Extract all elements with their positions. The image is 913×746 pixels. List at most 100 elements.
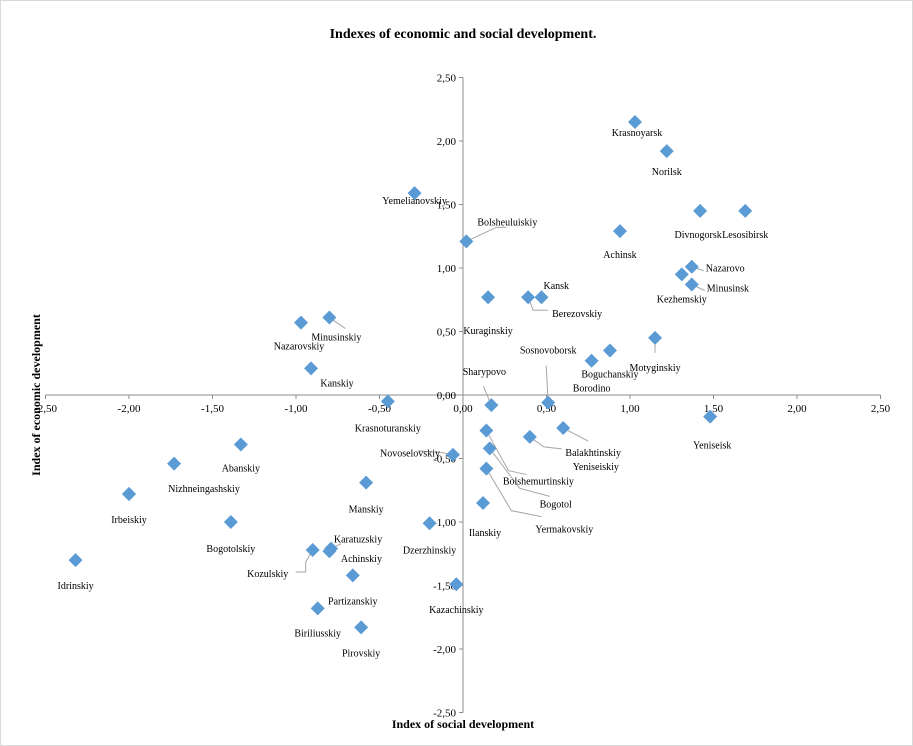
point-label-irbeiskiy: Irbeiskiy	[111, 515, 147, 526]
data-points	[68, 114, 753, 635]
y-tick-label: 1,00	[437, 263, 457, 275]
leader-line-bogotol	[489, 448, 550, 497]
point-label-motyginskiy: Motyginskiy	[629, 363, 680, 374]
point-marker-partizanskiy	[345, 568, 360, 583]
point-marker-ilanskiy	[476, 495, 491, 510]
y-tick-label: 0,50	[437, 327, 457, 339]
point-label-achinskiy: Achinskiy	[341, 554, 382, 565]
point-label-achinsk: Achinsk	[603, 250, 636, 261]
x-tick-label: -2,00	[118, 403, 141, 415]
y-tick-label: 0,00	[437, 390, 457, 402]
point-label-kazachinskiy: Kazachinskiy	[429, 605, 483, 616]
y-axis-title: Index of economic development	[29, 314, 43, 476]
point-label-boguchanskiy: Boguchanskiy	[581, 370, 638, 381]
point-label-sharypovo: Sharypovo	[463, 367, 506, 378]
point-label-bolshemurtinskiy: Bolshemurtinskiy	[503, 477, 574, 488]
point-marker-kanskiy	[304, 361, 319, 376]
point-marker-kazachinskiy	[449, 577, 464, 592]
point-label-bogotolskiy: Bogotolskiy	[206, 544, 255, 555]
y-tick-label: 1,50	[437, 200, 457, 212]
point-marker-bogotolskiy	[223, 515, 238, 529]
point-marker-bolsheuluiskiy	[459, 234, 474, 249]
point-label-manskiy: Manskiy	[349, 505, 384, 516]
point-label-abanskiy: Abanskiy	[222, 464, 260, 475]
y-tick-label: 2,50	[437, 73, 457, 85]
point-label-balakhtinskiy: Balakhtinskiy	[565, 448, 621, 459]
point-label-yeniseisk: Yeniseisk	[693, 441, 731, 452]
point-label-yemelianovskiy: Yemelianovskiy	[382, 196, 447, 207]
point-label-nazarovskiy: Nazarovskiy	[274, 342, 325, 353]
point-marker-motyginskiy	[648, 330, 663, 345]
point-label-ilanskiy: Ilanskiy	[469, 528, 501, 539]
point-marker-dzerzhinskiy	[422, 516, 437, 531]
point-marker-berezovskiy	[521, 290, 536, 305]
point-label-kuraginskiy: Kuraginskiy	[463, 326, 512, 337]
point-label-nizhneingashskiy: Nizhneingashskiy	[168, 484, 240, 495]
point-marker-krasnoyarsk	[628, 114, 643, 129]
point-label-partizanskiy: Partizanskiy	[328, 596, 377, 607]
point-label-pirovskiy: Pirovskiy	[342, 648, 380, 659]
point-label-karatuzskiy: Karatuzskiy	[334, 535, 382, 546]
point-marker-krasnoturanskiy	[380, 394, 395, 409]
point-marker-lesosibirsk	[738, 203, 753, 218]
point-label-lesosibirsk: Lesosibirsk	[722, 230, 768, 241]
point-marker-bogotol	[482, 441, 497, 456]
axes: -2,50 -2,00 -1,50 -1,00 -0,50 0,00 0,50 1,00 1,5…	[34, 73, 891, 720]
y-tick-label: -2,50	[433, 708, 456, 720]
point-label-yeniseiskiy: Yeniseiskiy	[573, 462, 619, 473]
point-marker-kuraginskiy	[481, 290, 496, 305]
point-label-bolsheuluiskiy: Bolsheuluiskiy	[477, 217, 537, 228]
chart-title: Indexes of economic and social developme…	[330, 27, 597, 42]
point-label-kezhemskiy: Kezhemskiy	[657, 294, 707, 305]
point-label-dzerzhinskiy: Dzerzhinskiy	[403, 545, 456, 556]
point-label-minusinsk: Minusinsk	[707, 284, 749, 295]
point-marker-abanskiy	[233, 437, 248, 452]
point-label-yermakovskiy: Yermakovskiy	[535, 525, 593, 536]
point-marker-sosnovoborsk	[541, 395, 556, 410]
point-marker-biriliusskiy	[310, 601, 325, 616]
point-label-idrinskiy: Idrinskiy	[58, 581, 94, 592]
point-marker-minusinskiy	[322, 310, 337, 325]
x-tick-label: -1,00	[285, 403, 308, 415]
leader-line-kozulskiy	[295, 549, 314, 573]
point-marker-achinsk	[612, 224, 627, 239]
leader-line-bolshemurtinskiy	[485, 430, 527, 476]
point-marker-novoselovskiy	[445, 447, 460, 462]
point-marker-kozulskiy	[305, 542, 320, 557]
y-tick-label: -2,00	[433, 644, 456, 656]
point-label-borodino: Borodino	[573, 384, 611, 395]
point-label-berezovskiy: Berezovskiy	[552, 309, 602, 320]
point-marker-boguchanskiy	[602, 343, 617, 358]
point-marker-kezhemskiy	[674, 267, 689, 282]
data-labels: Krasnoyarsk Norilsk Yemelianovskiy Divnogor…	[58, 128, 769, 659]
y-tick-label: 2,00	[437, 136, 457, 148]
point-marker-norilsk	[659, 144, 674, 159]
x-tick-label: 2,00	[787, 403, 807, 415]
point-label-sosnovoborsk: Sosnovoborsk	[520, 346, 577, 357]
point-label-divnogorsk: Divnogorsk	[675, 230, 722, 241]
point-marker-yeniseiskiy	[522, 429, 537, 444]
point-label-bogotol: Bogotol	[540, 499, 572, 510]
leader-line-yeniseiskiy	[529, 436, 562, 450]
point-marker-yermakovskiy	[479, 461, 494, 476]
point-marker-yemelianovskiy	[407, 186, 422, 201]
x-axis-title: Index of social development	[392, 717, 534, 731]
point-label-kansk: Kansk	[543, 281, 569, 292]
point-label-norilsk: Norilsk	[652, 167, 682, 178]
point-marker-nizhneingashskiy	[122, 487, 136, 502]
point-label-novoselovskiy: Novoselovskiy	[380, 449, 440, 460]
point-label-minusinskiy: Minusinskiy	[311, 333, 361, 344]
point-marker-borodino	[584, 353, 599, 368]
point-label-kozulskiy: Kozulskiy	[247, 569, 288, 580]
point-marker-uzhurskiy	[167, 456, 182, 471]
x-tick-label: 2,50	[871, 403, 891, 415]
x-tick-label: -1,50	[201, 403, 224, 415]
leader-lines	[295, 226, 705, 573]
point-marker-nazarovskiy	[294, 315, 309, 330]
point-marker-balakhtinskiy	[556, 421, 571, 436]
point-marker-manskiy	[359, 475, 374, 490]
point-marker-sharypovo	[484, 398, 499, 413]
point-marker-minusinsk	[684, 277, 699, 292]
point-label-kanskiy: Kanskiy	[320, 378, 353, 389]
